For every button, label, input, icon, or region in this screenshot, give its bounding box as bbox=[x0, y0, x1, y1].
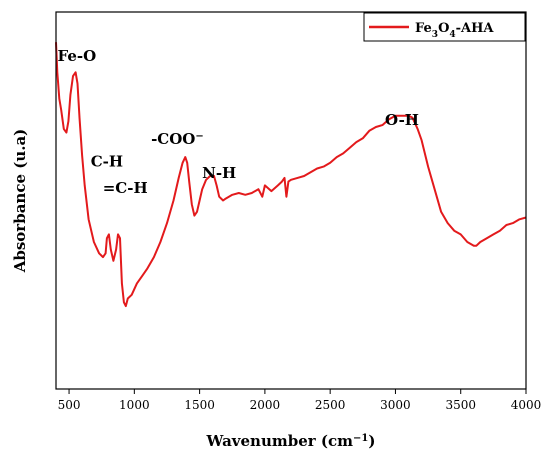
x-tick-label: 3000 bbox=[380, 398, 411, 412]
annotation-0: Fe-O bbox=[58, 47, 97, 65]
x-tick-label: 2500 bbox=[315, 398, 346, 412]
x-tick-label: 2000 bbox=[250, 398, 281, 412]
series-line-0 bbox=[55, 42, 527, 308]
x-tick-label: 500 bbox=[58, 398, 81, 412]
x-axis-title: Wavenumber (cm−1) bbox=[206, 432, 376, 450]
plot-frame bbox=[55, 11, 527, 390]
peak-annotations: Fe-O C-H =C-H -COO− N-H O-H bbox=[58, 47, 419, 197]
x-tick-label: 1500 bbox=[184, 398, 215, 412]
legend: Fe3O4-AHA bbox=[363, 12, 526, 42]
plot-area bbox=[55, 42, 527, 308]
y-axis-title: Absorbance (u.a) bbox=[11, 129, 29, 274]
x-axis: 500 1000 1500 2000 2500 3000 3500 4000 bbox=[58, 389, 542, 412]
x-tick-label: 1000 bbox=[119, 398, 150, 412]
legend-label: Fe3O4-AHA bbox=[415, 21, 494, 40]
annotation-3: -COO− bbox=[151, 130, 204, 148]
annotation-1: C-H bbox=[91, 153, 123, 171]
annotation-5: O-H bbox=[385, 111, 419, 129]
x-tick-label: 3500 bbox=[445, 398, 476, 412]
x-tick-label: 4000 bbox=[511, 398, 542, 412]
annotation-2: =C-H bbox=[103, 179, 148, 197]
annotation-4: N-H bbox=[202, 164, 236, 182]
